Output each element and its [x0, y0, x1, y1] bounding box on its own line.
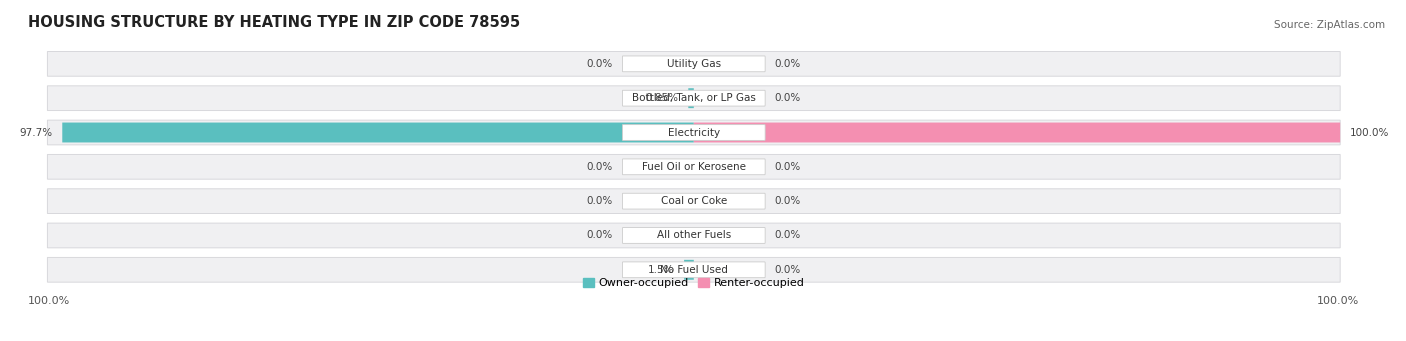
- Text: 0.0%: 0.0%: [775, 59, 801, 69]
- FancyBboxPatch shape: [689, 88, 693, 108]
- FancyBboxPatch shape: [623, 262, 765, 278]
- Text: 0.0%: 0.0%: [586, 196, 613, 206]
- Text: No Fuel Used: No Fuel Used: [659, 265, 728, 275]
- FancyBboxPatch shape: [693, 122, 1340, 143]
- Text: 0.0%: 0.0%: [586, 231, 613, 240]
- FancyBboxPatch shape: [623, 193, 765, 209]
- Text: 0.0%: 0.0%: [775, 196, 801, 206]
- Text: 100.0%: 100.0%: [1350, 128, 1389, 137]
- Text: Source: ZipAtlas.com: Source: ZipAtlas.com: [1274, 20, 1385, 30]
- FancyBboxPatch shape: [48, 120, 1340, 145]
- Text: Fuel Oil or Kerosene: Fuel Oil or Kerosene: [641, 162, 745, 172]
- Text: Utility Gas: Utility Gas: [666, 59, 721, 69]
- Text: 0.0%: 0.0%: [775, 162, 801, 172]
- FancyBboxPatch shape: [48, 51, 1340, 76]
- Text: 97.7%: 97.7%: [20, 128, 52, 137]
- FancyBboxPatch shape: [623, 90, 765, 106]
- FancyBboxPatch shape: [48, 257, 1340, 282]
- FancyBboxPatch shape: [48, 154, 1340, 179]
- FancyBboxPatch shape: [623, 159, 765, 175]
- Text: 100.0%: 100.0%: [28, 296, 70, 306]
- FancyBboxPatch shape: [623, 124, 765, 140]
- FancyBboxPatch shape: [48, 189, 1340, 213]
- Text: 0.0%: 0.0%: [586, 59, 613, 69]
- FancyBboxPatch shape: [62, 122, 693, 143]
- Text: All other Fuels: All other Fuels: [657, 231, 731, 240]
- FancyBboxPatch shape: [623, 227, 765, 243]
- Text: 0.0%: 0.0%: [775, 265, 801, 275]
- Text: Bottled, Tank, or LP Gas: Bottled, Tank, or LP Gas: [631, 93, 756, 103]
- Text: 0.0%: 0.0%: [775, 231, 801, 240]
- Legend: Owner-occupied, Renter-occupied: Owner-occupied, Renter-occupied: [579, 273, 808, 293]
- Text: HOUSING STRUCTURE BY HEATING TYPE IN ZIP CODE 78595: HOUSING STRUCTURE BY HEATING TYPE IN ZIP…: [28, 15, 520, 30]
- Text: Coal or Coke: Coal or Coke: [661, 196, 727, 206]
- Text: 1.5%: 1.5%: [648, 265, 675, 275]
- Text: 100.0%: 100.0%: [1317, 296, 1360, 306]
- Text: Electricity: Electricity: [668, 128, 720, 137]
- Text: 0.0%: 0.0%: [586, 162, 613, 172]
- Text: 0.0%: 0.0%: [775, 93, 801, 103]
- FancyBboxPatch shape: [685, 260, 693, 280]
- FancyBboxPatch shape: [623, 56, 765, 72]
- FancyBboxPatch shape: [48, 223, 1340, 248]
- FancyBboxPatch shape: [48, 86, 1340, 110]
- Text: 0.85%: 0.85%: [645, 93, 679, 103]
